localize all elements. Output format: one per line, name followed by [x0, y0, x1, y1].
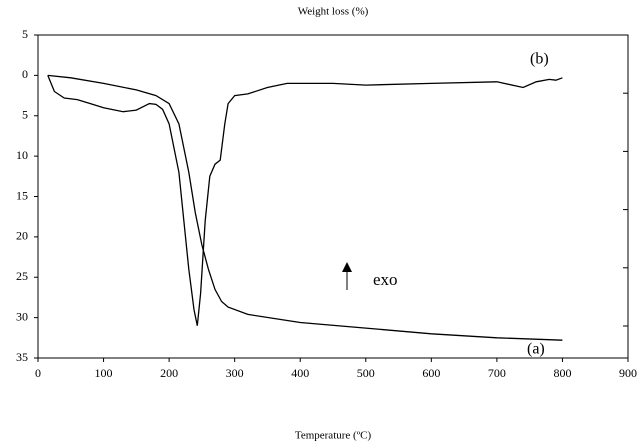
series-label: (b) [530, 51, 549, 68]
y-tick-label: 35 [16, 350, 28, 364]
series-label: (a) [527, 341, 545, 358]
data-line [47, 75, 563, 326]
y-tick-label: 20 [16, 229, 28, 243]
y-tick-label: 5 [22, 27, 28, 41]
x-tick-label: 400 [291, 366, 309, 380]
x-tick-label: 300 [226, 366, 244, 380]
x-tick-label: 0 [35, 366, 41, 380]
data-line [47, 74, 563, 341]
y-tick-label: 30 [16, 309, 28, 323]
x-tick-label: 200 [160, 366, 178, 380]
arrow-head [342, 262, 352, 272]
y-tick-label: 5 [22, 108, 28, 122]
y-tick-label: 0 [22, 67, 28, 81]
chart-title: Weight loss (%) [298, 6, 369, 18]
x-tick-label: 500 [357, 366, 375, 380]
x-tick-label: 900 [619, 366, 637, 380]
y-tick-label: 15 [16, 188, 28, 202]
x-tick-label: 100 [95, 366, 113, 380]
x-tick-label: 700 [488, 366, 506, 380]
y-tick-label: 25 [16, 269, 28, 283]
x-axis-label: Temperature (ºC) [295, 430, 372, 442]
x-tick-label: 800 [553, 366, 571, 380]
x-tick-label: 600 [422, 366, 440, 380]
y-tick-label: 10 [16, 148, 28, 162]
annotation: exo [373, 270, 398, 289]
